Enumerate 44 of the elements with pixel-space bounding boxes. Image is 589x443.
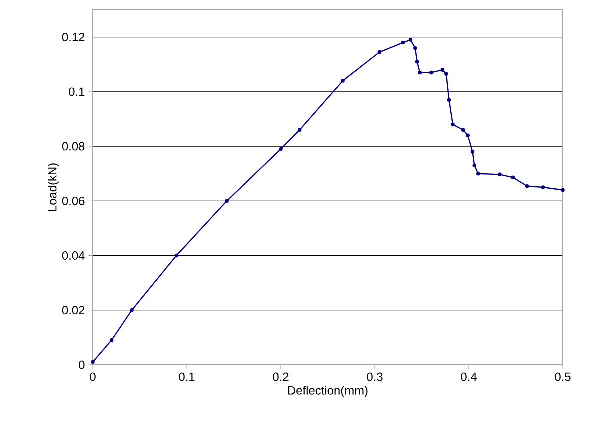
point xyxy=(476,172,480,176)
point xyxy=(498,172,502,177)
point xyxy=(298,128,302,132)
point xyxy=(430,70,434,75)
point xyxy=(91,360,95,364)
point xyxy=(440,68,445,72)
y-tick-label: 0.04 xyxy=(62,252,85,260)
y-tick-label: 0.12 xyxy=(62,33,85,42)
point xyxy=(341,79,345,83)
point xyxy=(418,70,422,75)
y-tick-label: 0.1 xyxy=(69,88,85,96)
y-tick-label: 0.02 xyxy=(62,306,85,315)
y-tick-label: 0 xyxy=(79,360,85,370)
point xyxy=(461,128,466,132)
y-tick-label: 0.08 xyxy=(62,142,85,151)
point xyxy=(470,150,475,154)
x-tick-label: 0.1 xyxy=(179,372,195,382)
point xyxy=(279,147,283,152)
point xyxy=(511,176,516,180)
point xyxy=(225,199,229,204)
x-tick-label: 0.3 xyxy=(367,372,383,382)
point xyxy=(401,40,406,45)
point xyxy=(444,72,448,76)
x-axis-title: Deflection(mm) xyxy=(288,386,368,398)
point xyxy=(466,134,470,138)
y-axis-title: Load(kN) xyxy=(48,164,60,212)
point xyxy=(415,60,420,64)
point xyxy=(174,254,179,258)
point xyxy=(130,308,134,312)
y-tick-label: 0.06 xyxy=(62,196,85,206)
x-tick-label: 0 xyxy=(90,372,96,382)
point xyxy=(408,38,413,42)
point xyxy=(525,184,530,188)
x-tick-label: 0.5 xyxy=(555,372,571,382)
point xyxy=(451,122,455,127)
point xyxy=(472,164,477,168)
point xyxy=(541,186,546,190)
point xyxy=(561,188,565,192)
point xyxy=(378,50,382,54)
x-tick-label: 0.2 xyxy=(273,372,289,382)
point xyxy=(447,98,452,102)
x-tick-label: 0.4 xyxy=(461,372,477,382)
point xyxy=(414,46,418,50)
point xyxy=(110,338,114,342)
